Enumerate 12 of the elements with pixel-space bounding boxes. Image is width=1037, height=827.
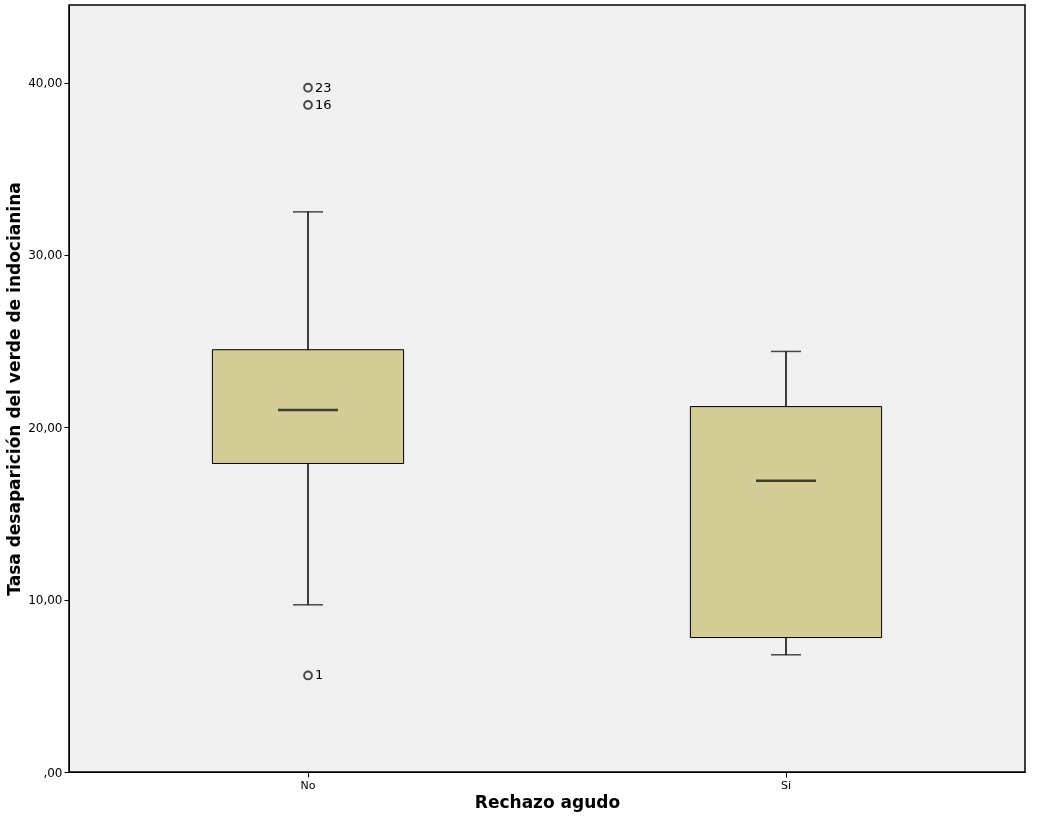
y-tick-label: 30,00 (28, 248, 63, 263)
y-tick-label: ,00 (43, 765, 63, 780)
annotation: 23 (315, 79, 332, 95)
x-tick-label: No (300, 778, 316, 792)
y-tick-label: 10,00 (28, 593, 63, 608)
y-tick-label: 40,00 (28, 76, 63, 91)
annotation: 1 (315, 667, 324, 683)
x-tick-label: Si (780, 778, 792, 792)
x-axis-title: Rechazo agudo (474, 791, 621, 812)
annotation: 16 (315, 96, 332, 112)
y-axis-title: Tasa desaparición del verde de indocianina (4, 182, 25, 596)
y-tick-label: 20,00 (28, 420, 63, 435)
